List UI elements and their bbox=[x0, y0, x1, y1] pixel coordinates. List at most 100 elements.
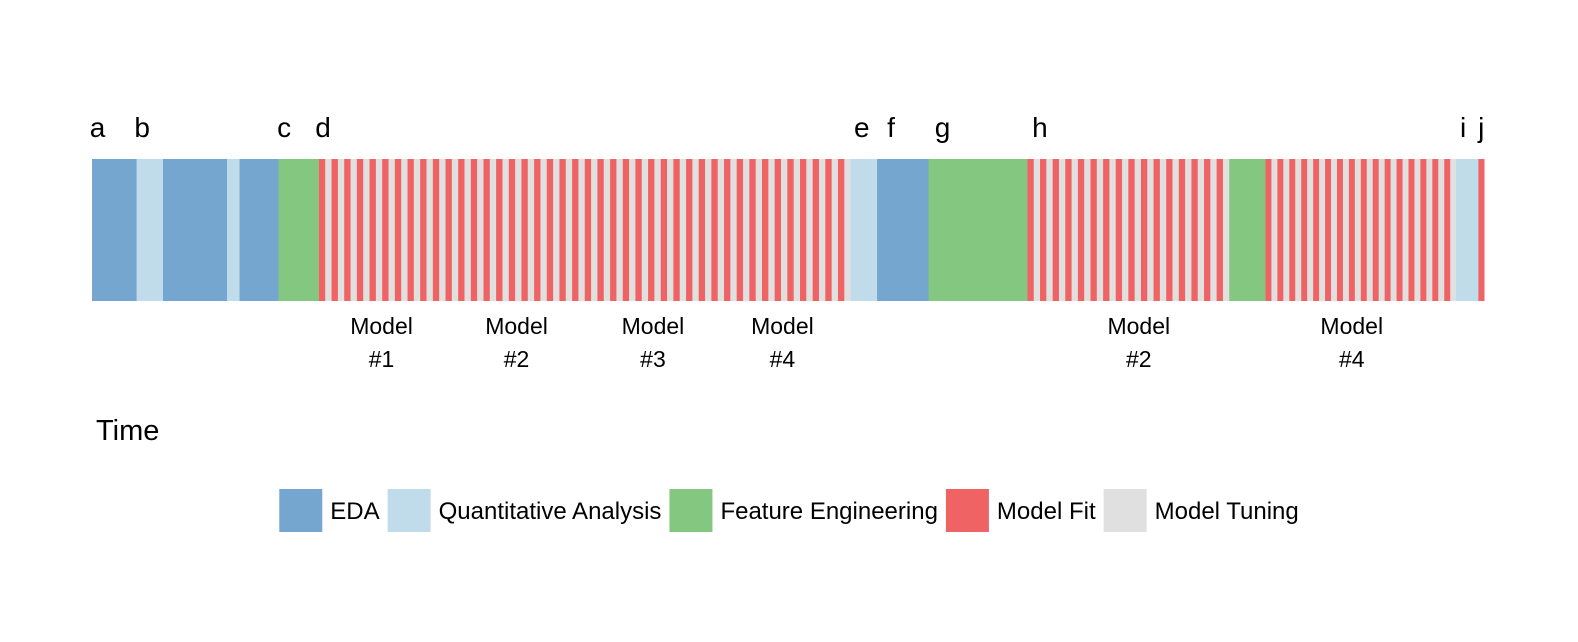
stripe-model-fit bbox=[711, 159, 718, 301]
segment-label-d: d bbox=[315, 112, 331, 143]
legend-item-quantitative-analysis: Quantitative Analysis bbox=[387, 489, 661, 532]
stripe-model-fit bbox=[1301, 159, 1308, 301]
stripe-model-fit bbox=[1313, 159, 1320, 301]
legend-item-feature-engineering: Feature Engineering bbox=[669, 489, 938, 532]
stripe-model-fit bbox=[648, 159, 655, 301]
legend-label: Model Tuning bbox=[1155, 498, 1299, 525]
stripe-model-fit bbox=[1077, 159, 1085, 301]
stripe-model-fit bbox=[686, 159, 693, 301]
stripe-model-fit bbox=[1360, 159, 1367, 301]
stripe-model-fit bbox=[420, 159, 427, 301]
model-labels: Model #1 Model #2 Model #3 Model #4 Model #2 Model… bbox=[350, 313, 1383, 372]
segment-label-j: j bbox=[1477, 112, 1484, 143]
segment-label-a: a bbox=[90, 112, 106, 143]
legend-item-model-tuning: Model Tuning bbox=[1103, 489, 1299, 532]
segment-label-e: e bbox=[854, 112, 870, 143]
stripe-model-fit bbox=[1396, 159, 1403, 301]
legend-item-eda: EDA bbox=[279, 489, 380, 532]
block-feature-engineering bbox=[928, 159, 1028, 301]
model-label-line2: #2 bbox=[504, 346, 530, 372]
legend-key-eda bbox=[279, 489, 323, 532]
stripe-model-fit bbox=[1289, 159, 1296, 301]
stripe-model-fit bbox=[470, 159, 478, 301]
model-label-line1: Model bbox=[350, 313, 413, 339]
stripe-model-fit bbox=[1420, 159, 1427, 301]
legend-key-feature-engineering bbox=[669, 489, 713, 532]
block-eda bbox=[162, 159, 228, 301]
stripe-model-fit bbox=[584, 159, 592, 301]
block-quantitative-analysis bbox=[1456, 159, 1479, 301]
block-feature-engineering bbox=[278, 159, 320, 301]
stripe-model-fit bbox=[1336, 159, 1343, 301]
stripe-model-fit bbox=[762, 159, 769, 301]
x-axis-title: Time bbox=[96, 415, 159, 447]
stripe-model-fit bbox=[483, 159, 490, 301]
stripe-model-fit bbox=[534, 159, 541, 301]
stripe-model-fit bbox=[837, 159, 845, 301]
stripe-model-fit bbox=[1128, 159, 1135, 301]
block-model-fit bbox=[1478, 159, 1485, 301]
legend-label: EDA bbox=[330, 498, 379, 525]
stripe-model-fit bbox=[318, 159, 326, 301]
stripe-model-fit bbox=[1040, 159, 1047, 301]
stripe-model-fit bbox=[736, 159, 744, 301]
stripe-model-fit bbox=[445, 159, 452, 301]
block-quantitative-analysis bbox=[850, 159, 878, 301]
stripe-model-fit bbox=[1372, 159, 1379, 301]
segment-label-g: g bbox=[935, 112, 951, 143]
block-feature-engineering bbox=[1229, 159, 1266, 301]
stripe-model-fit bbox=[1216, 159, 1223, 301]
model-label-line2: #2 bbox=[1126, 346, 1152, 372]
legend-key-model-fit bbox=[945, 489, 989, 532]
stripe-model-fit bbox=[1384, 159, 1391, 301]
block-eda bbox=[239, 159, 280, 301]
block-eda bbox=[92, 159, 138, 301]
model-label-line1: Model bbox=[485, 313, 548, 339]
stripe-model-fit bbox=[1432, 159, 1439, 301]
stripe-model-fit bbox=[1103, 159, 1110, 301]
stripe-model-fit bbox=[749, 159, 756, 301]
legend: EDA Quantitative Analysis Feature Engineer… bbox=[279, 489, 1299, 532]
stripe-model-fit bbox=[382, 159, 389, 301]
stripe-model-fit bbox=[1348, 159, 1355, 301]
stripe-model-fit bbox=[812, 159, 819, 301]
stripe-model-fit bbox=[356, 159, 364, 301]
stripe-model-fit bbox=[496, 159, 503, 301]
stripe-model-fit bbox=[1027, 159, 1034, 301]
model-label-line2: #3 bbox=[640, 346, 666, 372]
legend-item-model-fit: Model Fit bbox=[945, 489, 1096, 532]
model-label-line1: Model bbox=[1107, 313, 1170, 339]
stripe-model-fit bbox=[635, 159, 642, 301]
legend-label: Feature Engineering bbox=[720, 498, 937, 525]
block-eda bbox=[877, 159, 930, 301]
legend-key-model-tuning bbox=[1103, 489, 1147, 532]
stripe-model-fit bbox=[559, 159, 566, 301]
stripe-model-fit bbox=[1115, 159, 1123, 301]
stripe-model-fit bbox=[572, 159, 579, 301]
stripe-model-fit bbox=[1090, 159, 1097, 301]
stripe-model-fit bbox=[799, 159, 807, 301]
stripe-model-fit bbox=[622, 159, 630, 301]
stripe-model-fit bbox=[1277, 159, 1284, 301]
stripe-model-fit bbox=[508, 159, 516, 301]
stripe-model-fit bbox=[521, 159, 528, 301]
stripe-model-fit bbox=[1178, 159, 1186, 301]
stripe-model-fit bbox=[1052, 159, 1059, 301]
stripe-model-fit bbox=[1444, 159, 1451, 301]
model-label-line2: #1 bbox=[369, 346, 395, 372]
model-label-line2: #4 bbox=[1339, 346, 1365, 372]
stripe-model-fit bbox=[1065, 159, 1072, 301]
stripe-model-fit bbox=[407, 159, 414, 301]
block-quantitative-analysis bbox=[227, 159, 241, 301]
legend-key-quantitative-analysis bbox=[387, 489, 431, 532]
stripe-model-fit bbox=[660, 159, 668, 301]
stripe-model-fit bbox=[774, 159, 782, 301]
segment-label-i: i bbox=[1460, 112, 1466, 143]
stripe-model-fit bbox=[394, 159, 402, 301]
model-label-line1: Model bbox=[1320, 313, 1383, 339]
stripe-model-fit bbox=[610, 159, 617, 301]
stripe-model-fit bbox=[787, 159, 794, 301]
stripe-model-fit bbox=[1325, 159, 1332, 301]
